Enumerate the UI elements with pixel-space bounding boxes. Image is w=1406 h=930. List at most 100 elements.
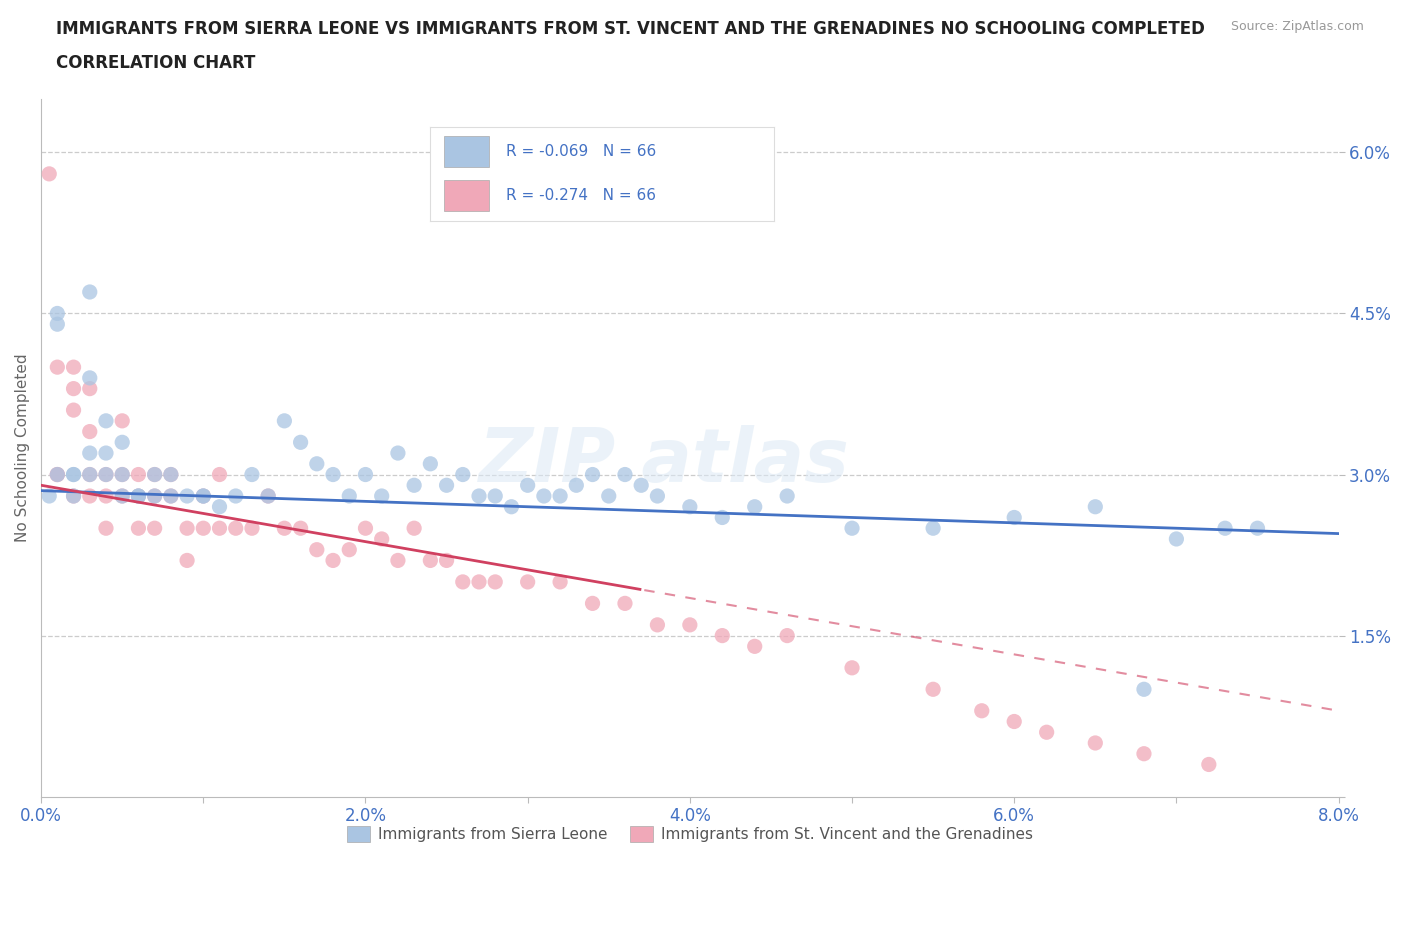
Point xyxy=(484,575,506,590)
Point xyxy=(176,553,198,568)
Point xyxy=(1084,736,1107,751)
Point xyxy=(548,488,571,503)
Point xyxy=(38,488,60,503)
Point xyxy=(257,488,280,503)
Point xyxy=(581,467,603,482)
Point xyxy=(468,488,491,503)
Point xyxy=(111,488,134,503)
Point xyxy=(516,478,538,493)
Point xyxy=(193,521,215,536)
Point xyxy=(176,521,198,536)
Point xyxy=(679,499,702,514)
Point xyxy=(1213,521,1236,536)
Point xyxy=(143,467,166,482)
Point xyxy=(62,467,84,482)
Point xyxy=(841,660,863,675)
Point xyxy=(79,370,101,385)
Point xyxy=(1035,724,1057,739)
Point xyxy=(143,488,166,503)
Point xyxy=(111,467,134,482)
Point xyxy=(436,553,458,568)
Point xyxy=(111,435,134,450)
Point xyxy=(273,414,295,429)
Point xyxy=(744,499,766,514)
Point xyxy=(841,521,863,536)
Point xyxy=(111,414,134,429)
Text: IMMIGRANTS FROM SIERRA LEONE VS IMMIGRANTS FROM ST. VINCENT AND THE GRENADINES N: IMMIGRANTS FROM SIERRA LEONE VS IMMIGRAN… xyxy=(56,20,1205,38)
Point xyxy=(160,467,183,482)
Point xyxy=(38,166,60,181)
Point xyxy=(647,488,669,503)
Point xyxy=(630,478,652,493)
Point xyxy=(160,488,183,503)
Point xyxy=(62,360,84,375)
Point xyxy=(1133,746,1156,761)
Legend: Immigrants from Sierra Leone, Immigrants from St. Vincent and the Grenadines: Immigrants from Sierra Leone, Immigrants… xyxy=(342,820,1039,848)
Point xyxy=(337,488,360,503)
Point xyxy=(62,403,84,418)
Point xyxy=(94,521,117,536)
Point xyxy=(127,488,149,503)
Point xyxy=(679,618,702,632)
Point xyxy=(94,488,117,503)
Point xyxy=(305,542,328,557)
Point xyxy=(160,488,183,503)
Point xyxy=(711,510,734,525)
Point xyxy=(240,467,263,482)
Point xyxy=(62,488,84,503)
Point xyxy=(419,553,441,568)
Point xyxy=(79,488,101,503)
Point xyxy=(46,467,69,482)
Point xyxy=(970,703,993,718)
Point xyxy=(46,467,69,482)
Point xyxy=(1002,510,1025,525)
Point xyxy=(225,488,247,503)
Point xyxy=(598,488,620,503)
Point xyxy=(1198,757,1220,772)
Point xyxy=(484,488,506,503)
Point xyxy=(94,445,117,460)
Point xyxy=(468,575,491,590)
Point xyxy=(922,682,945,697)
Point xyxy=(419,457,441,472)
Point xyxy=(94,467,117,482)
Point xyxy=(387,445,409,460)
Point xyxy=(94,467,117,482)
Point xyxy=(404,478,426,493)
Point xyxy=(614,467,637,482)
Point xyxy=(193,488,215,503)
Point xyxy=(548,575,571,590)
Point xyxy=(1002,714,1025,729)
Point xyxy=(79,445,101,460)
Text: Source: ZipAtlas.com: Source: ZipAtlas.com xyxy=(1230,20,1364,33)
Point xyxy=(322,553,344,568)
Point xyxy=(776,628,799,643)
Text: ZIP atlas: ZIP atlas xyxy=(478,425,849,498)
Point xyxy=(160,467,183,482)
Point xyxy=(322,467,344,482)
Point xyxy=(354,521,377,536)
Point xyxy=(127,488,149,503)
Point xyxy=(533,488,555,503)
Point xyxy=(143,521,166,536)
Point xyxy=(225,521,247,536)
Point xyxy=(516,575,538,590)
Point xyxy=(46,467,69,482)
Point xyxy=(46,317,69,332)
Point xyxy=(501,499,523,514)
Point xyxy=(1133,682,1156,697)
Point xyxy=(62,381,84,396)
Point xyxy=(290,435,312,450)
Text: CORRELATION CHART: CORRELATION CHART xyxy=(56,54,256,72)
Point xyxy=(565,478,588,493)
Point xyxy=(46,360,69,375)
Point xyxy=(581,596,603,611)
Point xyxy=(290,521,312,536)
Point xyxy=(111,467,134,482)
Point xyxy=(79,467,101,482)
Point xyxy=(776,488,799,503)
Point xyxy=(111,488,134,503)
Point xyxy=(370,532,392,547)
Point xyxy=(240,521,263,536)
Point xyxy=(46,306,69,321)
